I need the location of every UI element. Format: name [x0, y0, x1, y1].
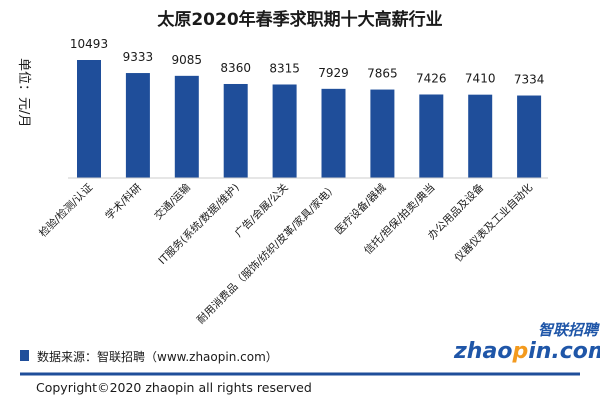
- bar-5: [321, 88, 346, 178]
- zhaopin-logo: 智联招聘 zhaopin.com: [453, 321, 600, 364]
- category-labels: 检验/检测/认证 学术/科研 交通/运输IT服务(系统/数据/维护)广告/会展/公关…: [36, 181, 535, 327]
- logo-en-text: zhaopin.com: [453, 339, 600, 364]
- logo-cn-text: 智联招聘: [538, 321, 600, 339]
- value-label-5: 7929: [318, 66, 349, 80]
- logo-en-left: zhao: [453, 339, 512, 364]
- bar-2: [174, 75, 199, 178]
- logo-en-right: in.com: [528, 339, 600, 364]
- bar-6: [370, 89, 395, 178]
- value-label-7: 7426: [416, 71, 447, 85]
- bar-3: [223, 83, 248, 178]
- value-label-9: 7334: [514, 73, 545, 87]
- category-label-1: 学术/科研: [103, 181, 145, 223]
- bar-8: [468, 94, 493, 178]
- value-labels: 10493 9333 9085 8360 8315 7929 7865 7426 7410 733…: [70, 37, 544, 87]
- value-label-6: 7865: [367, 67, 398, 81]
- value-label-1: 9333: [123, 50, 154, 64]
- y-axis-label: 单位：元/月: [16, 58, 31, 127]
- category-label-2: 交通/运输: [152, 181, 194, 223]
- value-label-4: 8315: [269, 61, 300, 75]
- bar-7: [419, 94, 444, 178]
- value-label-3: 8360: [220, 61, 251, 75]
- bar-9: [517, 95, 542, 178]
- bar-0: [77, 60, 101, 178]
- category-label-0: 检验/检测/认证: [36, 181, 95, 240]
- legend-swatch: [20, 350, 29, 361]
- category-label-3: IT服务(系统/数据/维护): [156, 181, 242, 267]
- value-label-0: 10493: [70, 37, 108, 51]
- value-label-2: 9085: [172, 53, 203, 67]
- bar-series: [77, 60, 542, 178]
- category-label-9: 仪器仪表及工业自动化: [452, 181, 536, 265]
- category-label-6: 医疗设备/器械: [332, 181, 389, 238]
- chart-title: 太原2020年春季求职期十大高薪行业: [157, 9, 442, 30]
- copyright-text: Copyright©2020 zhaopin all rights reserv…: [36, 380, 312, 395]
- bar-4: [272, 84, 297, 178]
- logo-en-mid: p: [511, 339, 528, 364]
- source-text: 数据来源：智联招聘（www.zhaopin.com）: [37, 349, 278, 364]
- value-label-8: 7410: [465, 72, 496, 86]
- bar-1: [125, 73, 150, 178]
